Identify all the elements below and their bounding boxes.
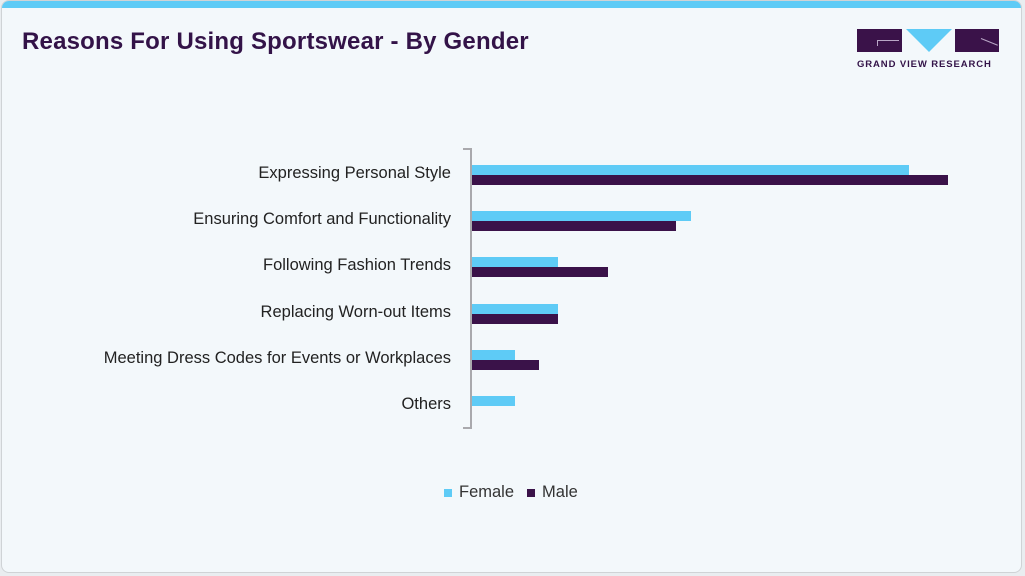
axis-tick-bottom [463, 427, 471, 429]
bar-male[interactable] [472, 175, 948, 185]
legend-item-female[interactable]: Female [444, 483, 514, 502]
bar-male[interactable] [472, 313, 558, 324]
bar-female[interactable] [472, 257, 558, 268]
category-label: Replacing Worn-out Items [260, 302, 451, 321]
legend-swatch-female [444, 488, 452, 497]
legend-label-female: Female [459, 483, 515, 501]
bar-female[interactable] [472, 396, 515, 406]
legend-label-male: Male [542, 483, 578, 501]
category-label: Meeting Dress Codes for Events or Workpl… [103, 348, 451, 367]
chart-title: Reasons For Using Sportswear - By Gender [22, 28, 529, 55]
logo-block-r [955, 29, 999, 52]
category-label: Ensuring Comfort and Functionality [193, 210, 451, 229]
bar-male[interactable] [472, 267, 608, 278]
y-axis-line [470, 148, 472, 429]
bar-female[interactable] [472, 303, 558, 314]
category-label: Following Fashion Trends [262, 256, 451, 275]
bar-male[interactable] [472, 359, 539, 370]
bar-male[interactable] [472, 221, 676, 232]
legend: Female Male [444, 483, 591, 502]
logo-block-g [857, 29, 902, 52]
accent-bar [2, 1, 1021, 8]
bar-female[interactable] [472, 165, 909, 175]
bar-female[interactable] [472, 349, 515, 360]
logo-triangle-v [906, 29, 952, 52]
legend-swatch-male [527, 488, 536, 497]
legend-item-male[interactable]: Male [527, 483, 578, 502]
logo-text: GRAND VIEW RESEARCH [857, 59, 992, 70]
gvr-logo-icon: GRAND VIEW RESEARCH [857, 29, 999, 71]
category-label: Others [401, 395, 451, 413]
category-label: Expressing Personal Style [258, 164, 451, 182]
bar-female[interactable] [472, 211, 691, 222]
axis-tick-top [463, 148, 471, 150]
